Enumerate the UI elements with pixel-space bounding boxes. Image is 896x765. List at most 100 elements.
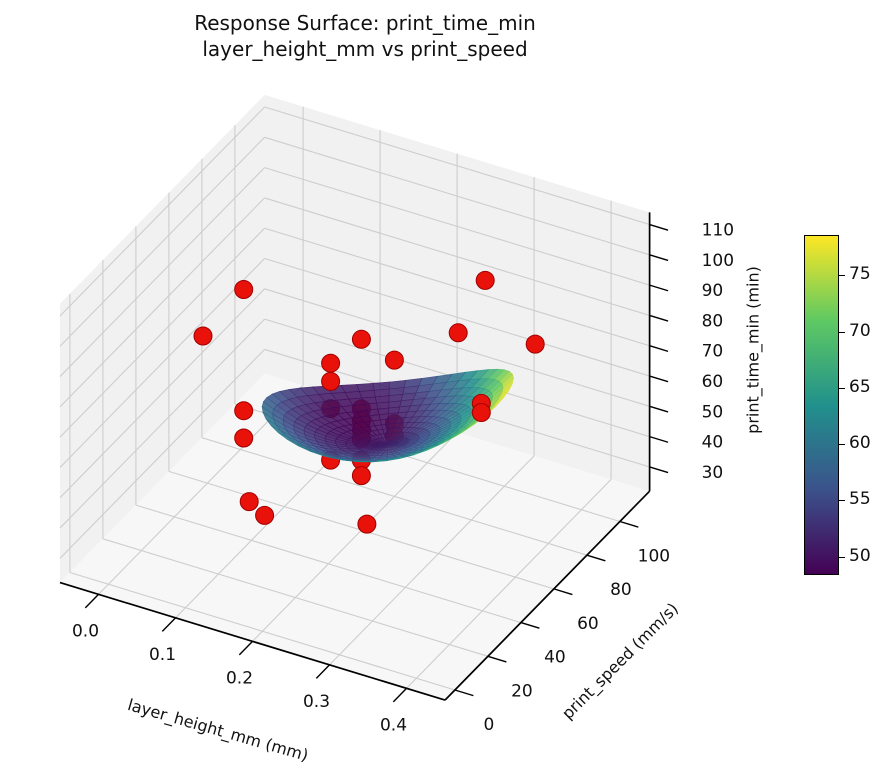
grid-line — [264, 136, 650, 256]
tick-label: 60 — [577, 614, 599, 634]
scatter-points — [193, 270, 545, 525]
grid-line — [59, 106, 265, 317]
tick-label: 80 — [702, 311, 724, 331]
colorbar-tick-label: 75 — [849, 264, 871, 285]
grid-line — [264, 167, 650, 286]
grid-line — [59, 227, 265, 438]
tick-mark — [649, 254, 669, 262]
grid-line — [406, 479, 612, 689]
tick-mark — [649, 345, 669, 353]
tick-label: 110 — [702, 221, 734, 241]
colorbar: 50 55 60 65 70 75 — [804, 235, 871, 575]
tick-label: 0.0 — [72, 621, 99, 641]
scatter-point — [193, 326, 213, 346]
tick-mark — [649, 314, 669, 322]
grid-line — [264, 288, 650, 407]
scatter-point — [255, 505, 275, 525]
tick-mark — [649, 405, 669, 413]
scatter-point — [351, 329, 371, 349]
tick-label: 70 — [702, 342, 724, 362]
grid-line — [59, 258, 265, 468]
grid-lines — [59, 106, 650, 691]
colorbar-tick-label: 70 — [849, 320, 871, 341]
scatter-point — [351, 466, 371, 486]
tick-mark — [649, 223, 669, 231]
scatter-point — [448, 323, 468, 343]
chart-title: Response Surface: print_time_min layer_h… — [194, 10, 536, 62]
tick-mark — [315, 664, 331, 679]
scatter-point — [357, 514, 377, 534]
chart-title-line2: layer_height_mm vs print_speed — [202, 37, 528, 61]
scatter-point — [234, 428, 254, 448]
scatter-point — [471, 403, 491, 422]
axis-spine — [444, 490, 651, 701]
tick-mark — [649, 375, 669, 383]
surface-cell — [356, 382, 375, 392]
grid-line — [59, 349, 265, 559]
colorbar-tick-mark — [838, 331, 845, 333]
tick-label: 80 — [610, 580, 632, 600]
tick-mark — [553, 588, 573, 596]
scatter-point — [384, 350, 404, 370]
tick-label: 100 — [702, 251, 734, 271]
tick-label: 0 — [483, 715, 494, 735]
tick-label: 40 — [544, 648, 566, 668]
tick-mark — [649, 435, 669, 443]
grid-line — [264, 257, 650, 377]
tick-mark — [487, 655, 507, 663]
tick-mark — [649, 284, 669, 292]
tick-label: 20 — [511, 681, 533, 701]
colorbar-tick-mark — [838, 387, 845, 389]
axes-spines-ticks: 0.0 0.1 0.2 0.3 0.4 0 20 40 60 80 100 30 40 50 60 70 80 9… — [59, 212, 734, 735]
tick-mark — [586, 554, 606, 562]
grid-line — [264, 106, 650, 226]
z-axis-label: print_time_min (min) — [743, 266, 763, 434]
tick-label: 90 — [702, 281, 724, 301]
scatter-point — [525, 334, 545, 354]
colorbar-tick-label: 55 — [849, 489, 871, 510]
tick-mark — [454, 689, 474, 697]
scatter-point — [475, 270, 495, 290]
tick-label: 0.4 — [380, 715, 407, 735]
scatter-point — [239, 492, 259, 512]
grid-line — [59, 288, 265, 499]
grid-line — [59, 167, 265, 377]
grid-line — [264, 227, 650, 347]
grid-line — [59, 318, 265, 529]
scatter-point — [321, 353, 341, 373]
scatter-point — [321, 371, 341, 391]
scatter-point — [234, 401, 254, 421]
colorbar-tick-mark — [838, 556, 845, 558]
pane-left-wall — [60, 94, 265, 583]
colorbar-tick-label: 65 — [849, 376, 871, 397]
tick-mark — [520, 621, 540, 629]
chart-title-line1: Response Surface: print_time_min — [194, 11, 536, 35]
tick-mark — [84, 593, 100, 609]
tick-label: 0.3 — [303, 692, 330, 712]
tick-mark — [649, 466, 669, 474]
tick-label: 0.1 — [149, 645, 176, 665]
tick-label: 100 — [638, 547, 670, 567]
scatter-point — [234, 280, 254, 299]
grid-line — [329, 455, 535, 666]
tick-label: 30 — [702, 463, 724, 483]
tick-label: 50 — [702, 402, 724, 422]
colorbar-tick-mark — [838, 275, 845, 277]
tick-label: 0.2 — [226, 668, 253, 688]
tick-label: 40 — [702, 433, 724, 453]
tick-mark — [392, 687, 408, 703]
grid-line — [59, 197, 265, 408]
tick-mark — [161, 617, 177, 632]
grid-line — [252, 432, 458, 642]
grid-line — [264, 197, 650, 316]
colorbar-tick-mark — [838, 444, 845, 446]
tick-label: 60 — [702, 372, 724, 392]
grid-line — [59, 136, 265, 347]
colorbar-tick-mark — [838, 500, 845, 502]
tick-mark — [619, 520, 639, 528]
colorbar-tick-label: 60 — [849, 433, 871, 454]
colorbar-tick-label: 50 — [849, 545, 871, 566]
tick-mark — [238, 640, 254, 656]
